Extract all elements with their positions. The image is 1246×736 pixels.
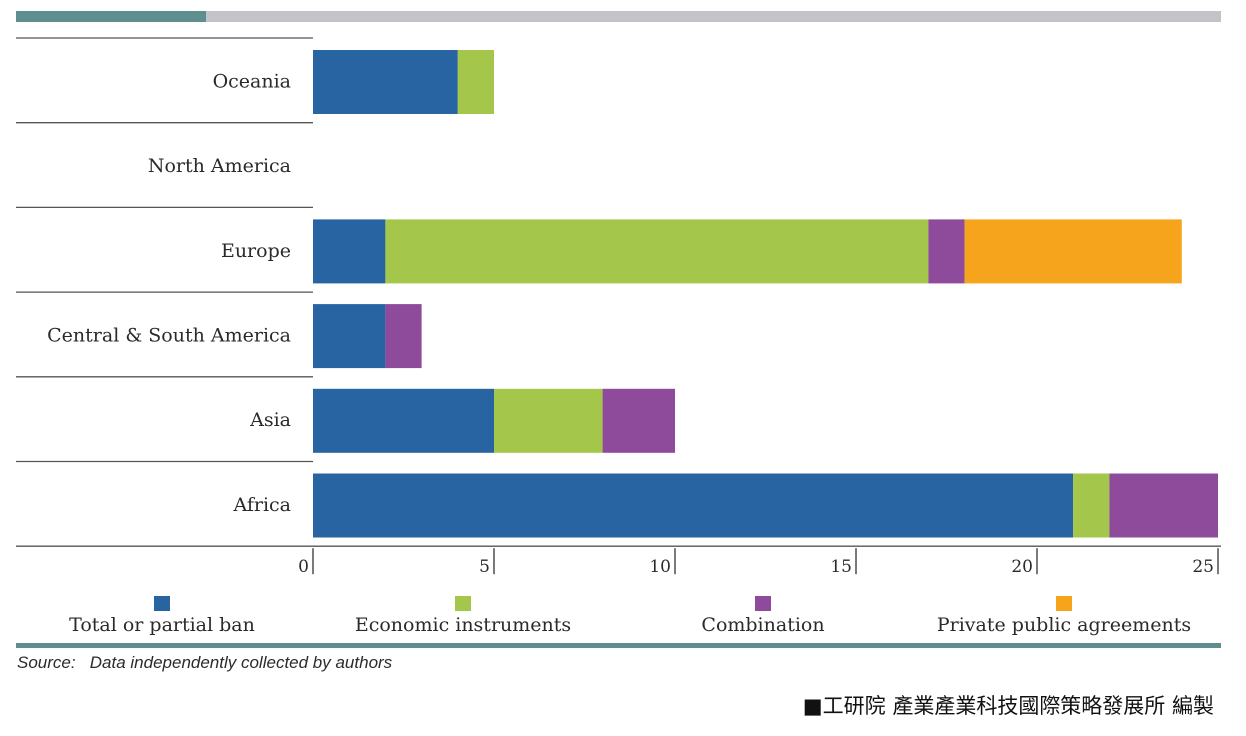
credit-note: ■工研院 產業產業科技國際策略發展所 編製 (802, 694, 1214, 718)
legend-swatch (1056, 596, 1072, 611)
category-label: Africa (232, 494, 291, 516)
x-tick-label: 0 (298, 557, 309, 577)
legend-swatch (154, 596, 170, 611)
bar-segment (928, 219, 965, 284)
legend: Total or partial ban Economic instruments… (69, 596, 1191, 636)
bar-segment (602, 388, 675, 453)
bar-segment (1109, 473, 1218, 538)
bar-segment (1073, 473, 1110, 538)
bar-segment (313, 219, 386, 284)
bar-segment (457, 50, 494, 114)
footer-rule (16, 643, 1221, 648)
category-label: North America (148, 155, 291, 177)
bar-segment (964, 219, 1182, 284)
x-axis: 0 5 10 15 20 25 (298, 548, 1219, 577)
legend-label: Private public agreements (937, 614, 1191, 636)
bar-segment (313, 50, 458, 114)
bar-segment (494, 388, 603, 453)
legend-label: Combination (701, 614, 824, 636)
x-tick-label: 25 (1192, 557, 1214, 577)
header-accent-bar (16, 11, 206, 22)
legend-label: Total or partial ban (69, 614, 255, 636)
bar-group (313, 50, 1218, 538)
legend-swatch (455, 596, 471, 611)
category-labels: Oceania North America Europe Central & Sout… (47, 70, 291, 515)
category-label: Europe (221, 240, 291, 262)
bar-segment (385, 219, 929, 284)
bar-segment (313, 473, 1074, 538)
category-label: Oceania (213, 70, 291, 92)
x-tick-label: 20 (1011, 557, 1033, 577)
header-rule (206, 11, 1221, 22)
x-tick-label: 5 (479, 557, 490, 577)
bar-segment (313, 304, 386, 369)
category-label: Asia (249, 409, 291, 431)
bar-segment (385, 304, 422, 369)
category-label: Central & South America (47, 324, 291, 346)
x-tick-label: 15 (830, 557, 852, 577)
legend-label: Economic instruments (355, 614, 571, 636)
legend-swatch (755, 596, 771, 611)
source-note: Source: Data independently collected by … (17, 653, 393, 672)
bar-segment (313, 388, 494, 453)
category-separators (16, 37, 1221, 547)
x-tick-label: 10 (649, 557, 671, 577)
